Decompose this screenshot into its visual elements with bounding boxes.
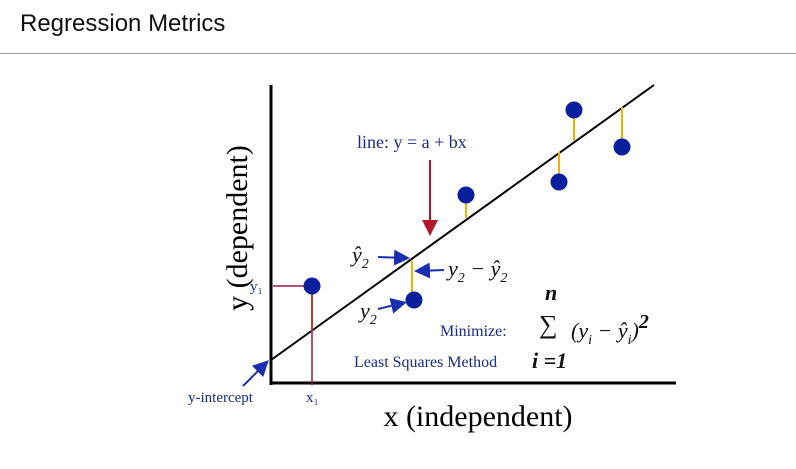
title-divider xyxy=(0,53,796,54)
svg-text:∑: ∑ xyxy=(539,310,558,339)
y1-label: y₁ xyxy=(250,279,263,295)
svg-text:i =1: i =1 xyxy=(532,348,567,373)
data-points xyxy=(303,101,631,309)
regression-line xyxy=(270,84,655,361)
summation-formula: n ∑ i =1 (yi − ŷi)2 xyxy=(532,280,649,373)
yhat2-label: ŷ2 xyxy=(350,242,369,272)
x1-label: x₁ xyxy=(306,390,319,406)
minimize-label: Minimize: xyxy=(440,323,507,340)
y-axis-label: y (dependent) xyxy=(221,145,254,311)
x-axis-label: x (independent) xyxy=(383,400,572,433)
y2-label: y2 xyxy=(358,298,377,328)
least-squares-label: Least Squares Method xyxy=(354,354,497,371)
page-title: Regression Metrics xyxy=(20,10,226,37)
y-intercept-label: y-intercept xyxy=(188,390,254,406)
annotation-arrows xyxy=(242,249,445,387)
svg-text:(yi − ŷi)2: (yi − ŷi)2 xyxy=(571,311,649,348)
svg-text:n: n xyxy=(545,280,557,305)
line-equation-label: line: y = a + bx xyxy=(357,132,467,152)
residual-label: y2 − ŷ2 xyxy=(446,256,507,286)
